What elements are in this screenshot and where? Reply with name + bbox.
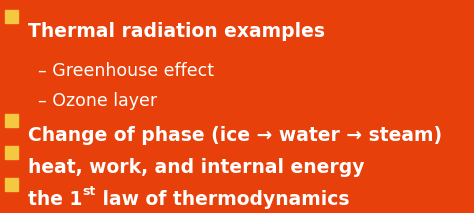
Bar <box>5 178 18 191</box>
Text: law of thermodynamics: law of thermodynamics <box>96 190 349 209</box>
Text: Change of phase (ice → water → steam): Change of phase (ice → water → steam) <box>28 126 442 145</box>
Bar <box>5 114 18 127</box>
Text: the 1: the 1 <box>28 190 82 209</box>
Bar <box>5 146 18 159</box>
Bar <box>5 10 18 23</box>
Text: st: st <box>82 185 96 198</box>
Text: Thermal radiation examples: Thermal radiation examples <box>28 22 325 41</box>
Text: – Ozone layer: – Ozone layer <box>38 92 157 110</box>
Text: heat, work, and internal energy: heat, work, and internal energy <box>28 158 365 177</box>
Text: – Greenhouse effect: – Greenhouse effect <box>38 62 214 80</box>
